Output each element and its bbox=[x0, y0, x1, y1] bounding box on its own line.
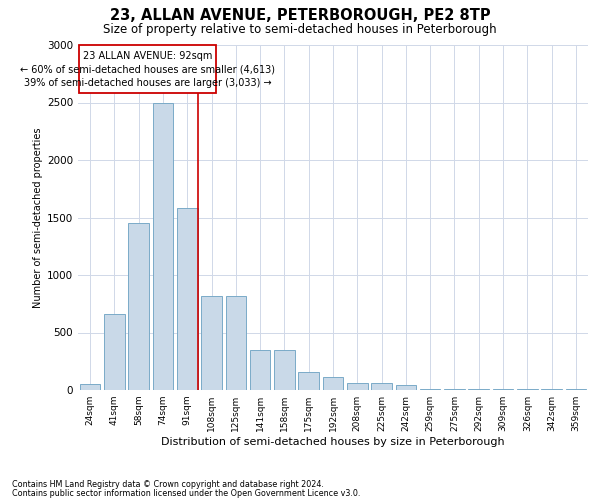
Text: Size of property relative to semi-detached houses in Peterborough: Size of property relative to semi-detach… bbox=[103, 22, 497, 36]
Text: 23, ALLAN AVENUE, PETERBOROUGH, PE2 8TP: 23, ALLAN AVENUE, PETERBOROUGH, PE2 8TP bbox=[110, 8, 490, 22]
Bar bbox=[104, 314, 125, 390]
Bar bbox=[128, 223, 149, 390]
Bar bbox=[298, 372, 319, 390]
Bar bbox=[371, 382, 392, 390]
Bar bbox=[444, 389, 465, 390]
Bar bbox=[226, 296, 246, 390]
Bar bbox=[201, 296, 222, 390]
Bar bbox=[347, 382, 368, 390]
Bar bbox=[177, 208, 197, 390]
Bar bbox=[274, 350, 295, 390]
Bar bbox=[395, 386, 416, 390]
Bar bbox=[250, 350, 271, 390]
Bar bbox=[152, 102, 173, 390]
Text: Contains HM Land Registry data © Crown copyright and database right 2024.: Contains HM Land Registry data © Crown c… bbox=[12, 480, 324, 489]
FancyBboxPatch shape bbox=[79, 45, 217, 94]
Text: 39% of semi-detached houses are larger (3,033) →: 39% of semi-detached houses are larger (… bbox=[24, 78, 272, 88]
Text: 23 ALLAN AVENUE: 92sqm: 23 ALLAN AVENUE: 92sqm bbox=[83, 50, 212, 60]
X-axis label: Distribution of semi-detached houses by size in Peterborough: Distribution of semi-detached houses by … bbox=[161, 437, 505, 447]
Bar bbox=[80, 384, 100, 390]
Text: Contains public sector information licensed under the Open Government Licence v3: Contains public sector information licen… bbox=[12, 488, 361, 498]
Bar bbox=[469, 389, 489, 390]
Y-axis label: Number of semi-detached properties: Number of semi-detached properties bbox=[33, 127, 43, 308]
Bar bbox=[420, 389, 440, 390]
Text: ← 60% of semi-detached houses are smaller (4,613): ← 60% of semi-detached houses are smalle… bbox=[20, 64, 275, 74]
Bar bbox=[323, 377, 343, 390]
